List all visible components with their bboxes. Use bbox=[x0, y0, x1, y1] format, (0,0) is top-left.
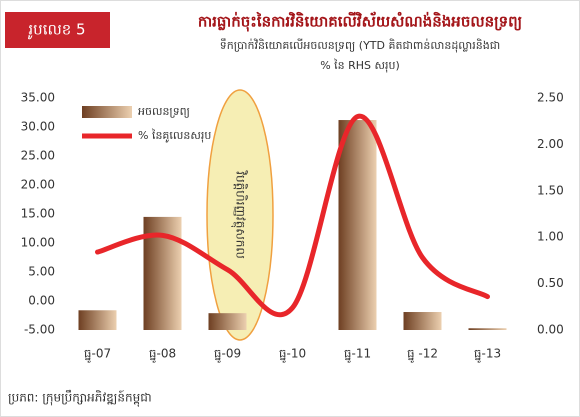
source: ប្រភព: ក្រុមប្រឹក្សាអភិវឌ្ឍន៍កម្ពុជា bbox=[8, 390, 152, 408]
bar bbox=[78, 310, 117, 330]
annotation: វិបត្តិហិរញ្ញវត្ថុសកល bbox=[231, 170, 249, 259]
bar bbox=[468, 328, 507, 330]
y-tick-label: 0.00 bbox=[28, 294, 55, 308]
y-tick-label: -5.00 bbox=[24, 323, 55, 337]
y-tick-label: 35.00 bbox=[21, 91, 55, 105]
y-tick-label: 15.00 bbox=[21, 207, 55, 221]
chart-title: ការធ្លាក់ចុះនៃការវិនិយោគលើវិស័យសំណង់និងអ… bbox=[198, 12, 522, 33]
y2-tick-label: 0.00 bbox=[537, 323, 564, 337]
bar bbox=[338, 120, 377, 330]
y2-tick-label: 0.50 bbox=[537, 276, 564, 290]
y-tick-label: 25.00 bbox=[21, 149, 55, 163]
y-tick-label: 5.00 bbox=[28, 265, 55, 279]
y2-tick-label: 1.50 bbox=[537, 183, 564, 197]
x-tick-label: ធ្នូ -12 bbox=[407, 347, 438, 364]
x-tick-label: ធ្នូ-09 bbox=[214, 347, 241, 364]
y-tick-label: 10.00 bbox=[21, 236, 55, 250]
figure-label-box bbox=[5, 12, 110, 48]
line bbox=[95, 114, 490, 318]
x-tick-label: ធ្នូ-07 bbox=[84, 347, 111, 364]
y2-tick-label: 2.50 bbox=[537, 91, 564, 105]
x-tick-label: ធ្នូ-11 bbox=[344, 347, 371, 364]
y2-tick-label: 2.00 bbox=[537, 137, 564, 151]
bar bbox=[403, 312, 442, 330]
y-tick-label: 20.00 bbox=[21, 178, 55, 192]
x-tick-label: ធ្នូ-13 bbox=[474, 347, 501, 364]
x-tick-label: ធ្នូ-10 bbox=[279, 347, 306, 364]
subtitle: % នៃ RHS សរុប) bbox=[320, 58, 400, 73]
y-tick-label: 30.00 bbox=[21, 120, 55, 134]
bar bbox=[208, 313, 247, 330]
y2-tick-label: 1.00 bbox=[537, 230, 564, 244]
legend-label: % នៃគូលេនសរុប bbox=[138, 128, 211, 143]
annotation-ellipse bbox=[206, 89, 274, 341]
legend-label: អចលនទ្រព្យ bbox=[138, 105, 190, 118]
x-tick-label: ធ្នូ-08 bbox=[149, 347, 176, 364]
subtitle: ទឹកប្រាក់វិនិយោគលើអចលនទ្រព្យ (YTD គិតជាព… bbox=[220, 38, 500, 53]
legend-swatch bbox=[82, 106, 132, 118]
figure-label: រូបលេខ 5 bbox=[27, 21, 85, 40]
